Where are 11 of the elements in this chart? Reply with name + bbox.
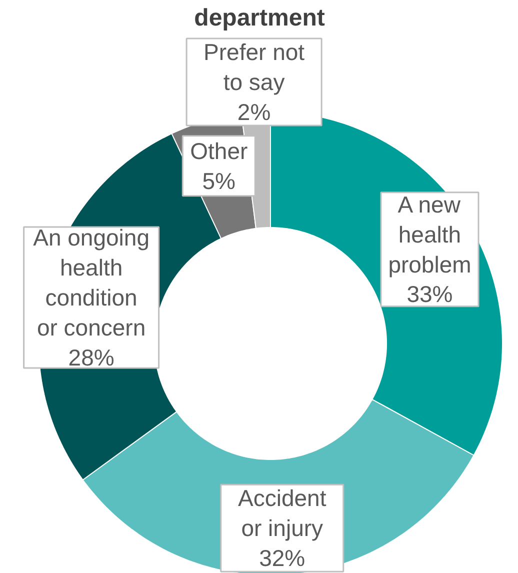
- chart-title: department: [194, 4, 325, 32]
- slice-label: An ongoing health condition or concern: [33, 224, 150, 340]
- data-label: 28%: [68, 344, 114, 370]
- data-label: 32%: [259, 545, 306, 572]
- slice-label: A new health problem: [388, 191, 472, 278]
- data-label: 33%: [406, 281, 453, 308]
- data-label: 2%: [237, 98, 271, 125]
- slice-label: Accident or injury: [238, 485, 327, 542]
- slice-label: Other: [190, 138, 248, 164]
- slice-label: Prefer not to say: [204, 39, 306, 96]
- data-label: 5%: [202, 168, 236, 194]
